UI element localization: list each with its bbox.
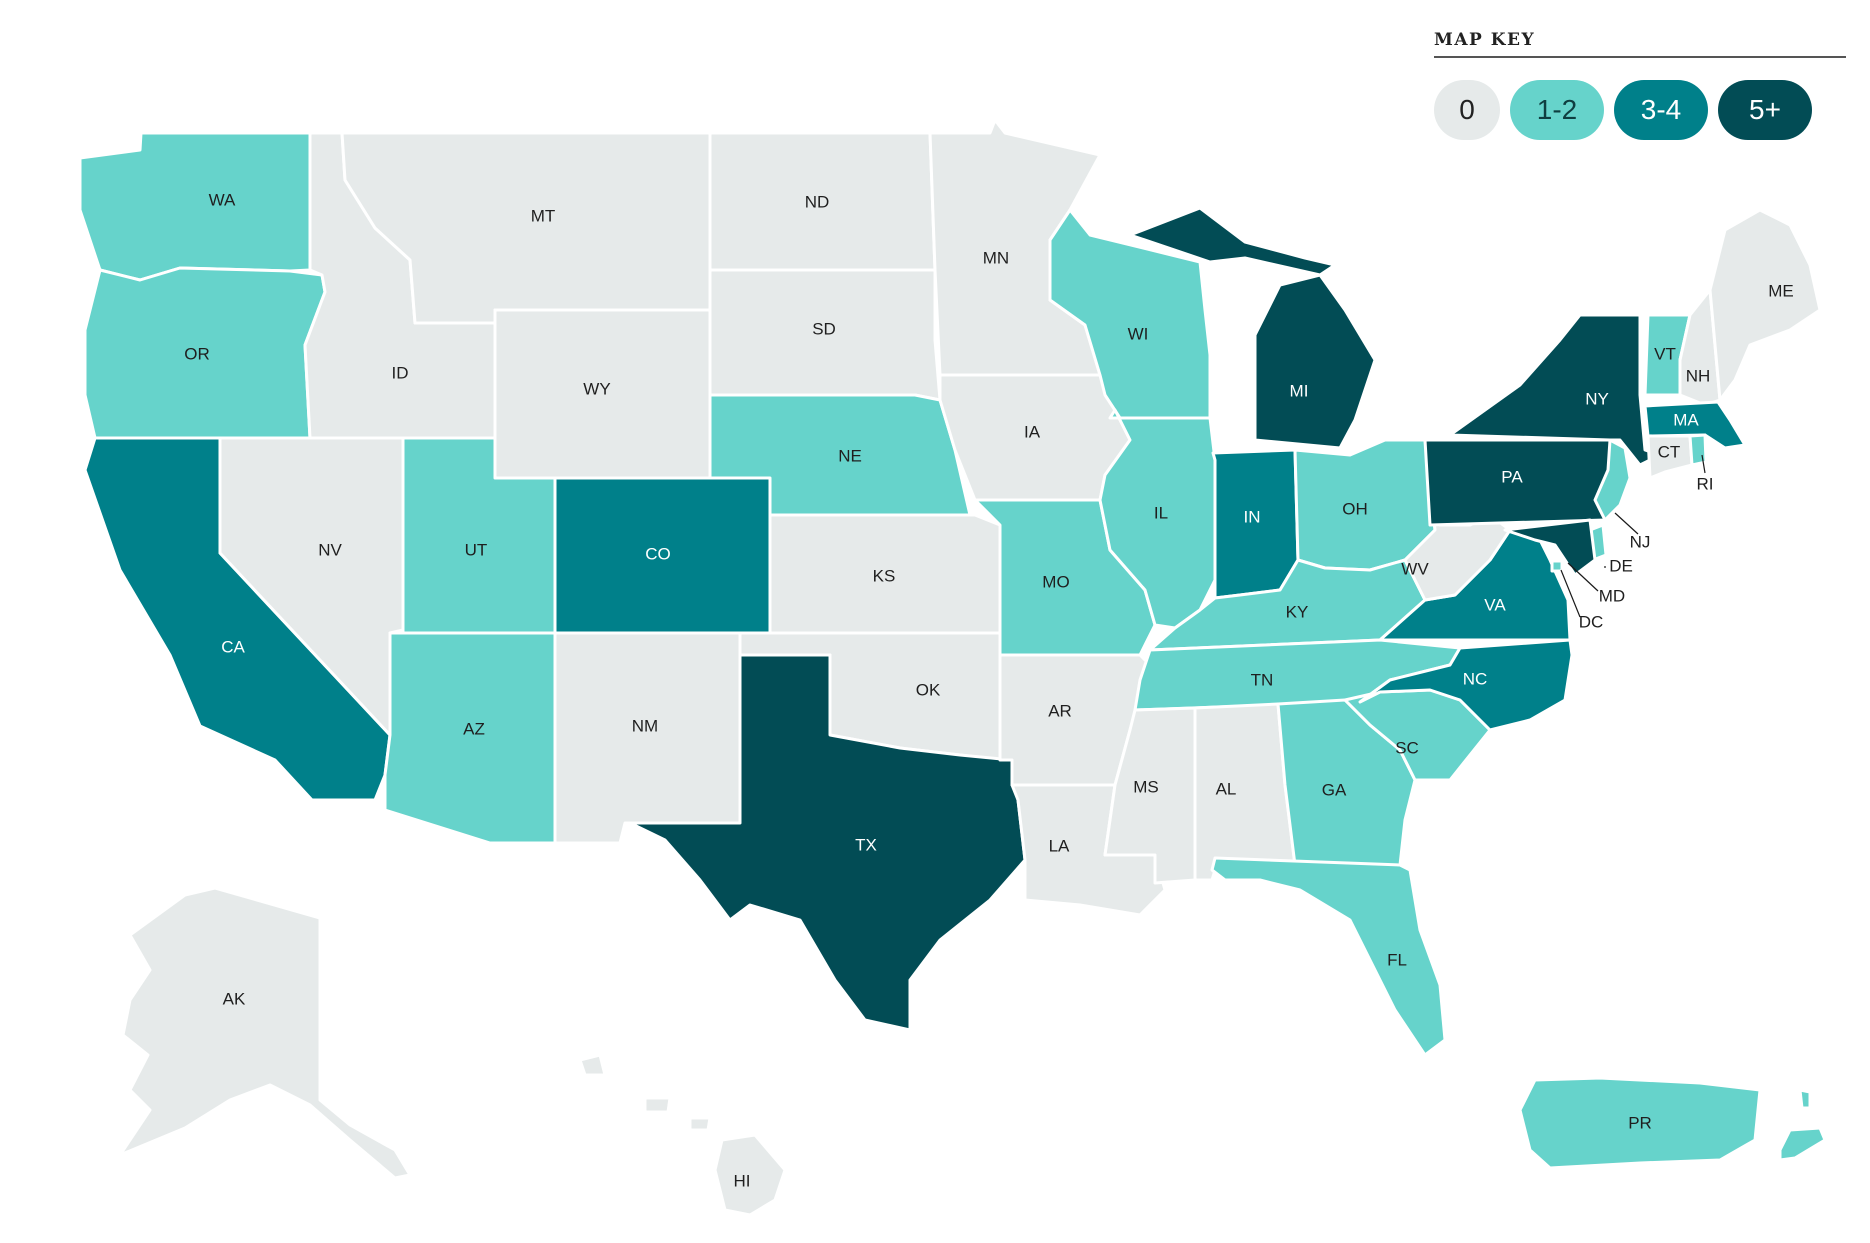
state-label-ma: MA [1673,410,1699,429]
state-label-sd: SD [812,319,836,338]
map-key-item-1: 0 [1434,80,1500,140]
state-label-al: AL [1216,779,1237,798]
state-label-id: ID [392,363,409,382]
leader-line-nj [1614,512,1639,535]
state-label-mn: MN [983,248,1009,267]
state-mi[interactable] [1128,206,1377,450]
leader-line-md [1567,562,1599,592]
state-label-wa: WA [209,190,236,209]
state-label-nv: NV [318,540,342,559]
state-md[interactable] [1503,518,1597,577]
map-key-item-3: 3-4 [1614,80,1708,140]
state-label-wy: WY [583,379,610,398]
state-label-nm: NM [632,716,658,735]
state-label-dc: DC [1579,612,1604,631]
state-label-mo: MO [1042,572,1069,591]
state-nm[interactable] [553,631,742,845]
state-nc[interactable] [1358,638,1574,732]
state-ct[interactable] [1646,434,1694,480]
state-label-nd: ND [805,192,830,211]
state-dc[interactable] [1550,559,1564,573]
state-label-ar: AR [1048,701,1072,720]
state-label-ne: NE [838,446,862,465]
state-label-ms: MS [1133,777,1159,796]
state-label-fl: FL [1387,950,1407,969]
state-label-pr: PR [1628,1113,1652,1132]
state-label-ny: NY [1585,389,1609,408]
state-hi[interactable] [578,1053,787,1217]
state-label-ia: IA [1024,422,1041,441]
state-label-de: DE [1609,556,1633,575]
state-pr[interactable] [1518,1076,1827,1170]
state-label-ri: RI [1697,474,1714,493]
map-key-item-label: 1-2 [1536,94,1578,125]
state-ri[interactable] [1688,433,1708,467]
map-key-items: 0 1-2 3-4 5+ [1434,80,1846,140]
map-key-item-4: 5+ [1718,80,1812,140]
state-label-nh: NH [1686,366,1711,385]
state-label-me: ME [1768,281,1794,300]
state-label-in: IN [1244,507,1261,526]
map-key-item-2: 1-2 [1510,80,1604,140]
state-label-ky: KY [1286,602,1309,621]
state-label-ct: CT [1658,442,1681,461]
state-nj[interactable] [1593,438,1632,522]
state-label-ak: AK [223,989,246,1008]
leader-line-dc [1560,569,1581,618]
state-wa[interactable] [78,131,312,282]
state-label-or: OR [184,344,210,363]
state-label-wv: WV [1401,559,1429,578]
state-label-ks: KS [873,566,896,585]
map-key-title: MAP KEY [1434,30,1846,58]
state-label-ga: GA [1322,780,1347,799]
state-label-hi: HI [734,1171,751,1190]
state-label-wi: WI [1128,324,1149,343]
leader-line-ri [1701,454,1706,474]
state-ny[interactable] [1448,313,1662,467]
state-label-vt: VT [1654,344,1676,363]
state-label-nc: NC [1463,669,1488,688]
state-label-ut: UT [465,540,488,559]
state-tx[interactable] [628,653,1027,1032]
state-label-va: VA [1484,595,1506,614]
state-me[interactable] [1708,208,1822,402]
state-ak[interactable] [118,886,412,1180]
state-label-nj: NJ [1630,532,1651,551]
state-label-co: CO [645,544,671,563]
state-label-il: IL [1154,503,1168,522]
map-key: MAP KEY 0 1-2 3-4 5+ [1434,30,1846,140]
state-label-tx: TX [855,835,877,854]
state-fl[interactable] [1210,856,1447,1057]
state-label-mt: MT [531,206,556,225]
state-label-mi: MI [1290,381,1309,400]
state-label-pa: PA [1501,467,1523,486]
map-key-item-label: 3-4 [1640,94,1682,125]
state-label-sc: SC [1395,738,1419,757]
map-key-item-label: 0 [1459,94,1475,125]
map-key-item-label: 5+ [1749,94,1781,125]
state-label-ok: OK [916,680,941,699]
state-label-ca: CA [221,637,245,656]
state-label-tn: TN [1251,670,1274,689]
state-label-md: MD [1599,586,1625,605]
state-label-la: LA [1049,836,1070,855]
state-label-az: AZ [463,719,485,738]
state-label-oh: OH [1342,499,1368,518]
